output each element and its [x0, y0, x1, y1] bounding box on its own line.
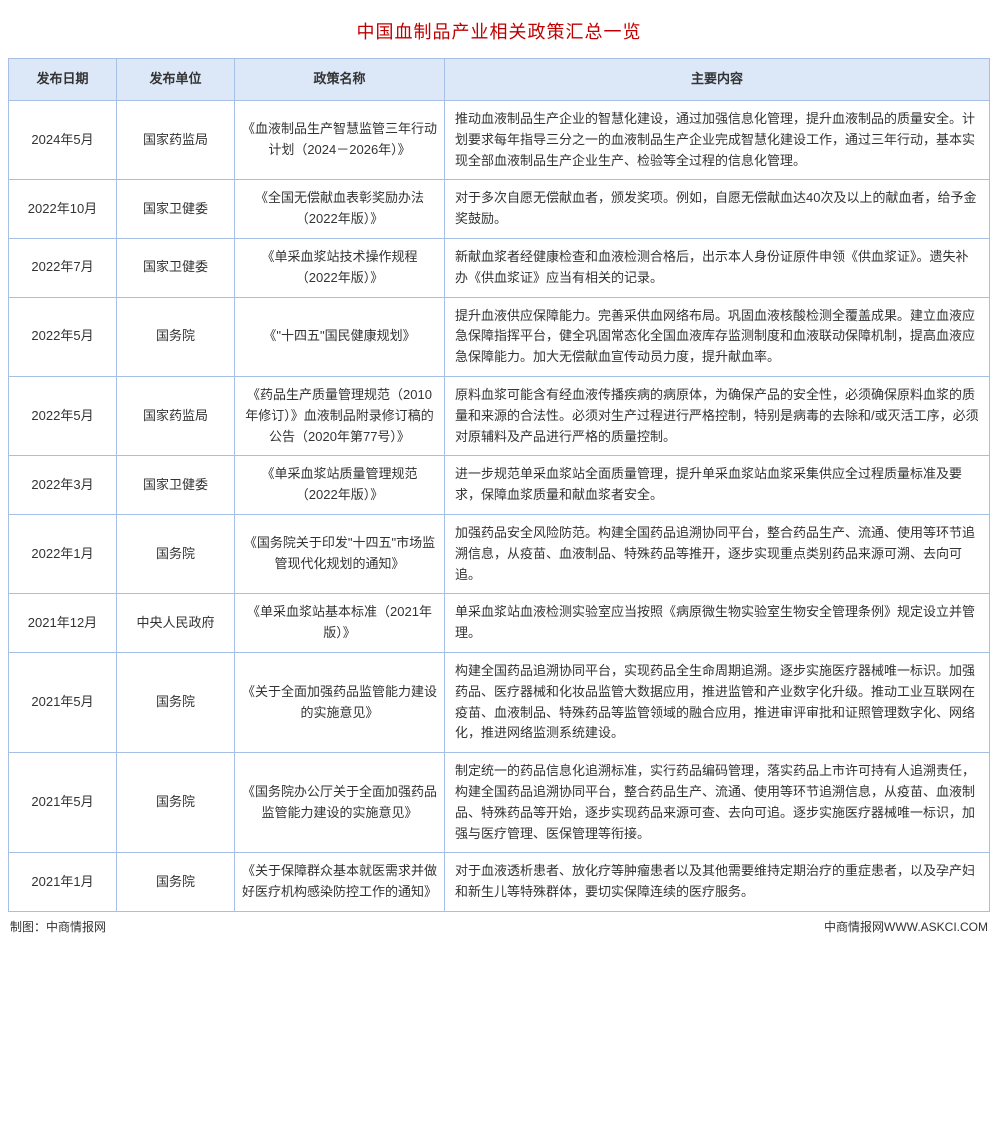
cell-policy-name: 《药品生产质量管理规范（2010年修订）》血液制品附录修订稿的公告（2020年第… — [235, 376, 445, 455]
cell-policy-name: 《国务院关于印发"十四五"市场监管现代化规划的通知》 — [235, 514, 445, 593]
cell-date: 2022年3月 — [9, 456, 117, 515]
cell-policy-name: 《关于保障群众基本就医需求并做好医疗机构感染防控工作的通知》 — [235, 853, 445, 912]
table-row: 2021年5月国务院《关于全面加强药品监管能力建设的实施意见》构建全国药品追溯协… — [9, 652, 990, 752]
header-issuer: 发布单位 — [117, 59, 235, 101]
cell-date: 2022年5月 — [9, 297, 117, 376]
cell-policy-name: 《单采血浆站质量管理规范（2022年版）》 — [235, 456, 445, 515]
header-name: 政策名称 — [235, 59, 445, 101]
cell-policy-name: 《单采血浆站技术操作规程（2022年版）》 — [235, 238, 445, 297]
cell-date: 2022年7月 — [9, 238, 117, 297]
table-row: 2022年3月国家卫健委《单采血浆站质量管理规范（2022年版）》进一步规范单采… — [9, 456, 990, 515]
table-header-row: 发布日期 发布单位 政策名称 主要内容 — [9, 59, 990, 101]
cell-issuer: 国务院 — [117, 514, 235, 593]
cell-policy-name: 《单采血浆站基本标准（2021年版）》 — [235, 594, 445, 653]
footer-right: 中商情报网WWW.ASKCI.COM — [824, 918, 988, 935]
table-row: 2022年5月国家药监局《药品生产质量管理规范（2010年修订）》血液制品附录修… — [9, 376, 990, 455]
cell-issuer: 国家卫健委 — [117, 456, 235, 515]
cell-policy-name: 《国务院办公厅关于全面加强药品监管能力建设的实施意见》 — [235, 753, 445, 853]
cell-content: 单采血浆站血液检测实验室应当按照《病原微生物实验室生物安全管理条例》规定设立并管… — [445, 594, 990, 653]
cell-policy-name: 《关于全面加强药品监管能力建设的实施意见》 — [235, 652, 445, 752]
cell-issuer: 国务院 — [117, 652, 235, 752]
table-row: 2022年1月国务院《国务院关于印发"十四五"市场监管现代化规划的通知》加强药品… — [9, 514, 990, 593]
cell-policy-name: 《全国无偿献血表彰奖励办法（2022年版）》 — [235, 180, 445, 239]
page-title: 中国血制品产业相关政策汇总一览 — [8, 8, 990, 58]
cell-date: 2022年10月 — [9, 180, 117, 239]
header-content: 主要内容 — [445, 59, 990, 101]
cell-date: 2024年5月 — [9, 101, 117, 180]
cell-date: 2021年12月 — [9, 594, 117, 653]
cell-issuer: 中央人民政府 — [117, 594, 235, 653]
cell-date: 2022年5月 — [9, 376, 117, 455]
table-row: 2022年7月国家卫健委《单采血浆站技术操作规程（2022年版）》新献血浆者经健… — [9, 238, 990, 297]
policy-table: 发布日期 发布单位 政策名称 主要内容 2024年5月国家药监局《血液制品生产智… — [8, 58, 990, 912]
table-row: 2021年12月中央人民政府《单采血浆站基本标准（2021年版）》单采血浆站血液… — [9, 594, 990, 653]
cell-date: 2021年5月 — [9, 753, 117, 853]
cell-content: 提升血液供应保障能力。完善采供血网络布局。巩固血液核酸检测全覆盖成果。建立血液应… — [445, 297, 990, 376]
cell-issuer: 国家卫健委 — [117, 180, 235, 239]
table-row: 2024年5月国家药监局《血液制品生产智慧监管三年行动计划（2024－2026年… — [9, 101, 990, 180]
table-row: 2021年5月国务院《国务院办公厅关于全面加强药品监管能力建设的实施意见》制定统… — [9, 753, 990, 853]
table-row: 2022年10月国家卫健委《全国无偿献血表彰奖励办法（2022年版）》对于多次自… — [9, 180, 990, 239]
footer-left: 制图：中商情报网 — [10, 918, 106, 935]
cell-content: 原料血浆可能含有经血液传播疾病的病原体，为确保产品的安全性，必须确保原料血浆的质… — [445, 376, 990, 455]
header-date: 发布日期 — [9, 59, 117, 101]
cell-content: 进一步规范单采血浆站全面质量管理，提升单采血浆站血浆采集供应全过程质量标准及要求… — [445, 456, 990, 515]
footer: 制图：中商情报网 中商情报网WWW.ASKCI.COM — [8, 912, 990, 935]
cell-content: 新献血浆者经健康检查和血液检测合格后，出示本人身份证原件申领《供血浆证》。遗失补… — [445, 238, 990, 297]
cell-issuer: 国务院 — [117, 753, 235, 853]
table-row: 2022年5月国务院《"十四五"国民健康规划》提升血液供应保障能力。完善采供血网… — [9, 297, 990, 376]
cell-date: 2021年1月 — [9, 853, 117, 912]
cell-content: 制定统一的药品信息化追溯标准，实行药品编码管理，落实药品上市许可持有人追溯责任，… — [445, 753, 990, 853]
cell-issuer: 国家药监局 — [117, 376, 235, 455]
cell-issuer: 国家药监局 — [117, 101, 235, 180]
cell-content: 加强药品安全风险防范。构建全国药品追溯协同平台，整合药品生产、流通、使用等环节追… — [445, 514, 990, 593]
cell-issuer: 国务院 — [117, 297, 235, 376]
cell-date: 2021年5月 — [9, 652, 117, 752]
cell-issuer: 国家卫健委 — [117, 238, 235, 297]
cell-policy-name: 《血液制品生产智慧监管三年行动计划（2024－2026年）》 — [235, 101, 445, 180]
cell-content: 构建全国药品追溯协同平台，实现药品全生命周期追溯。逐步实施医疗器械唯一标识。加强… — [445, 652, 990, 752]
cell-policy-name: 《"十四五"国民健康规划》 — [235, 297, 445, 376]
cell-content: 对于血液透析患者、放化疗等肿瘤患者以及其他需要维持定期治疗的重症患者，以及孕产妇… — [445, 853, 990, 912]
cell-issuer: 国务院 — [117, 853, 235, 912]
table-row: 2021年1月国务院《关于保障群众基本就医需求并做好医疗机构感染防控工作的通知》… — [9, 853, 990, 912]
cell-content: 对于多次自愿无偿献血者，颁发奖项。例如，自愿无偿献血达40次及以上的献血者，给予… — [445, 180, 990, 239]
cell-content: 推动血液制品生产企业的智慧化建设，通过加强信息化管理，提升血液制品的质量安全。计… — [445, 101, 990, 180]
cell-date: 2022年1月 — [9, 514, 117, 593]
